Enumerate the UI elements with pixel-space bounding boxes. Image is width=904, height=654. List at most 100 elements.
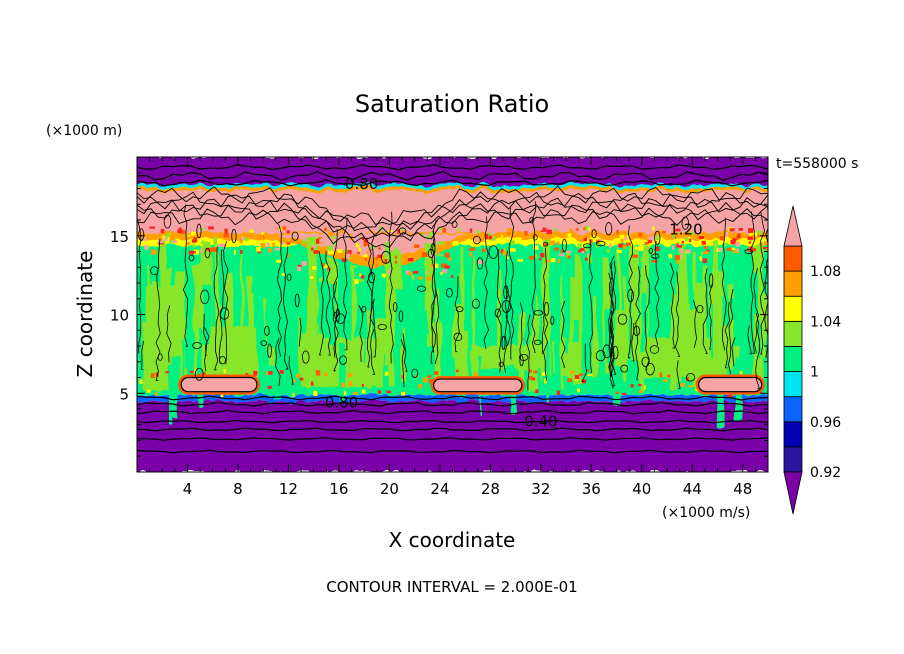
contour-loop	[529, 217, 535, 224]
field-cell	[507, 231, 510, 235]
field-cell	[521, 237, 528, 241]
contour-loop	[361, 305, 367, 313]
field-cell	[299, 377, 304, 381]
field-cell	[159, 237, 163, 241]
x-tick-label: 12	[279, 480, 298, 498]
field-cell	[422, 377, 428, 383]
contour-label: 0.80	[345, 175, 378, 193]
contour-line	[531, 201, 537, 353]
field-cell	[199, 243, 203, 246]
field-cell	[581, 250, 585, 254]
field-gap	[716, 376, 725, 429]
field-cell	[589, 238, 593, 244]
field-gap	[712, 305, 715, 359]
field-cell	[549, 240, 556, 245]
field-cell	[585, 257, 588, 261]
field-cell	[418, 384, 423, 389]
field-cell	[507, 228, 513, 233]
field-cell	[638, 383, 642, 387]
field-cell	[360, 259, 367, 263]
field-cell	[364, 257, 367, 262]
field-cell	[363, 242, 370, 247]
field-cell	[240, 236, 244, 240]
x-tick-label: 8	[233, 480, 243, 498]
field-cell	[186, 241, 191, 246]
contour-loop	[377, 323, 387, 331]
field-cell	[189, 370, 194, 373]
field-cell	[178, 227, 182, 232]
field-plume	[693, 250, 698, 372]
field-cell	[384, 371, 389, 376]
contour-loop	[633, 325, 641, 337]
field-cell	[583, 227, 586, 231]
field-gap	[744, 274, 750, 299]
field-cell	[672, 234, 675, 239]
field-band	[137, 394, 768, 402]
field-cell	[407, 247, 414, 251]
contour-line	[635, 266, 641, 381]
field-cell	[583, 237, 588, 242]
field-cell	[439, 227, 443, 230]
field-gap	[614, 367, 623, 405]
field-cell	[702, 258, 708, 263]
field-cell	[366, 251, 370, 254]
field-cell	[539, 258, 542, 261]
field-cell	[400, 227, 403, 232]
field-cell	[676, 245, 683, 248]
field-cell	[172, 240, 177, 243]
field-plume	[762, 294, 768, 360]
field-cell	[353, 391, 358, 395]
y-tick-label: 5	[119, 385, 129, 403]
contour-line	[204, 327, 210, 356]
field-cell	[500, 233, 506, 237]
field-cell	[686, 249, 692, 253]
field-cell	[688, 385, 693, 388]
field-plume	[677, 249, 687, 374]
field-cell	[343, 246, 346, 252]
field-cell	[218, 243, 225, 247]
field-cell	[652, 250, 657, 255]
field-cell	[625, 242, 631, 246]
field-cell	[424, 271, 428, 274]
field-cell	[753, 248, 756, 252]
x-axis-label: X coordinate	[389, 528, 516, 552]
contour-loop	[519, 355, 524, 367]
field-cell	[748, 228, 754, 234]
colorbar-segment	[783, 346, 803, 372]
contour-line	[218, 249, 225, 364]
field-cell	[565, 250, 572, 253]
field-cell	[274, 247, 281, 251]
field-cell	[429, 232, 436, 236]
contour-loop	[617, 313, 628, 325]
field-cell	[158, 226, 163, 229]
contour-loop	[583, 243, 592, 249]
contour-line	[560, 300, 566, 368]
field-cell	[312, 266, 317, 270]
field-cell	[447, 257, 452, 261]
field-cell	[667, 374, 671, 378]
field-cell	[411, 275, 415, 280]
field-cell	[427, 236, 431, 240]
field-cell	[533, 245, 539, 250]
field-cell	[156, 231, 159, 235]
contour-loop	[533, 339, 542, 346]
field-cell	[634, 247, 639, 250]
field-cell	[444, 265, 450, 269]
field-cell	[310, 381, 314, 386]
field-cell	[619, 234, 625, 239]
field-cell	[588, 227, 591, 231]
field-cell	[310, 276, 314, 279]
field-cell	[490, 236, 496, 241]
field-gap	[598, 303, 603, 339]
field-cell	[574, 375, 580, 380]
contour-loop	[427, 248, 434, 258]
contour-loop	[163, 214, 172, 229]
contour-loop	[267, 343, 272, 358]
field-gap	[180, 341, 184, 377]
field-plume	[264, 298, 267, 351]
field-cell	[622, 244, 627, 249]
field-cell	[266, 242, 270, 248]
x-tick-label: 28	[481, 480, 500, 498]
field-cell	[426, 276, 432, 281]
field-cell	[328, 231, 333, 237]
